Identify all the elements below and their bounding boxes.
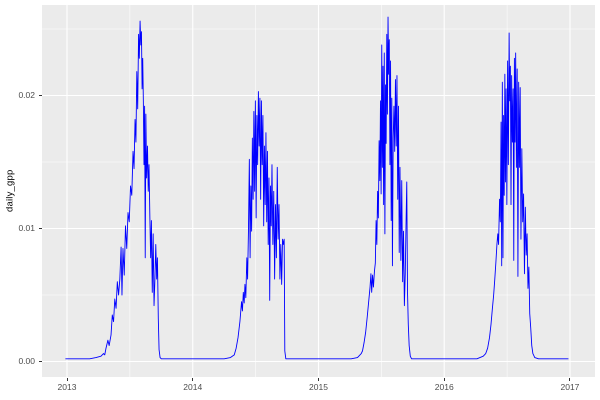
x-axis-tick-mark xyxy=(318,377,319,381)
y-axis-tick-label: 0.01 xyxy=(18,223,35,233)
x-axis-tick-label: 2016 xyxy=(434,382,454,392)
x-axis-tick-mark xyxy=(66,377,68,381)
y-axis-title: daily_gpp xyxy=(4,169,16,213)
x-axis-tick-label: 2013 xyxy=(57,382,77,392)
x-axis-tick-mark xyxy=(569,377,571,381)
y-axis-tick-mark xyxy=(38,95,42,96)
plot-panel xyxy=(42,5,595,377)
y-axis-tick-label: 0.00 xyxy=(18,356,35,366)
x-axis-tick-label: 2017 xyxy=(560,382,580,392)
x-axis-tick-label: 2014 xyxy=(183,382,203,392)
x-axis-tick-mark xyxy=(443,377,445,381)
plot-svg xyxy=(42,5,595,377)
y-axis-tick-label: 0.02 xyxy=(18,90,35,100)
x-axis-tick-mark xyxy=(192,377,194,381)
y-axis-tick-mark xyxy=(38,361,42,362)
time-series-line xyxy=(65,16,569,360)
y-axis-tick-mark xyxy=(38,228,42,229)
x-axis-tick-label: 2015 xyxy=(309,382,328,392)
